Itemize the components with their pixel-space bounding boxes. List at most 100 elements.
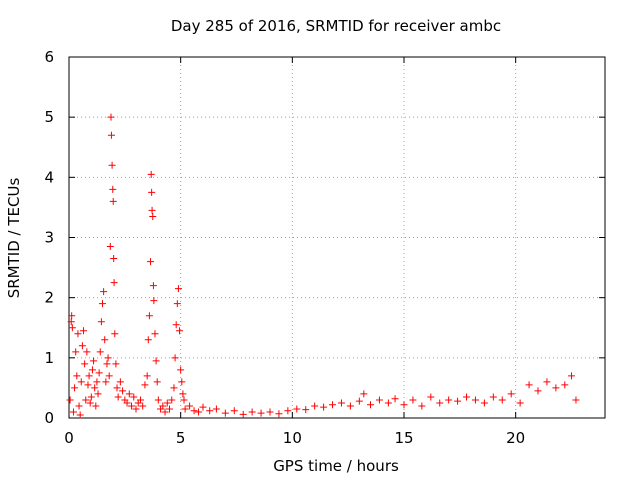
data-point: [199, 403, 207, 411]
data-point: [257, 409, 265, 417]
data-point: [87, 393, 95, 401]
data-point: [163, 399, 171, 407]
data-point: [454, 397, 462, 405]
data-point: [100, 288, 108, 296]
data-point: [110, 279, 118, 287]
y-axis: 0 1 2 3 4 5 6: [44, 48, 605, 427]
data-point: [171, 354, 179, 362]
data-point: [94, 390, 102, 398]
data-point: [384, 399, 392, 407]
y-axis-label: SRMTID / TECUs: [5, 178, 23, 299]
data-point: [78, 342, 86, 350]
data-point: [360, 390, 368, 398]
data-point: [174, 285, 182, 293]
data-point: [190, 407, 198, 415]
data-point: [111, 330, 119, 338]
data-point: [561, 381, 569, 389]
data-point: [149, 212, 157, 220]
data-point: [178, 378, 186, 386]
data-point: [170, 384, 178, 392]
data-point: [109, 185, 117, 193]
data-point: [104, 354, 112, 362]
data-point: [125, 390, 133, 398]
data-point: [96, 348, 104, 356]
data-point: [147, 170, 155, 178]
grid-lines: [69, 57, 605, 418]
data-point: [81, 360, 89, 368]
data-point: [141, 381, 149, 389]
y-tick-label: 2: [44, 289, 54, 307]
data-point: [212, 405, 220, 413]
data-point: [145, 312, 153, 320]
data-point: [84, 381, 92, 389]
data-point: [128, 402, 136, 410]
data-point: [90, 357, 98, 365]
data-point: [68, 312, 76, 320]
data-point: [177, 366, 185, 374]
data-point: [136, 396, 144, 404]
data-point: [74, 330, 82, 338]
data-point: [507, 390, 515, 398]
data-point: [355, 397, 363, 405]
data-point: [367, 401, 374, 409]
data-point: [180, 396, 188, 404]
data-point: [284, 407, 292, 415]
data-point: [153, 378, 161, 386]
data-point: [489, 393, 497, 401]
data-point: [107, 113, 115, 121]
data-point: [436, 399, 444, 407]
data-point: [154, 396, 162, 404]
data-point: [463, 393, 471, 401]
data-point: [109, 197, 117, 205]
data-point: [130, 393, 138, 401]
x-axis-label: GPS time / hours: [273, 457, 399, 475]
y-tick-label: 3: [44, 229, 54, 247]
x-axis: 0 5 10 15 20: [64, 57, 525, 447]
data-point: [150, 297, 158, 305]
data-point: [375, 396, 383, 404]
data-point: [144, 336, 152, 344]
data-point: [147, 258, 155, 266]
data-point: [239, 410, 247, 418]
data-point: [186, 402, 194, 410]
data-point: [568, 372, 575, 380]
data-point: [80, 327, 88, 335]
data-point: [161, 408, 169, 416]
data-point: [66, 396, 74, 404]
data-point: [409, 396, 417, 404]
data-point: [221, 409, 229, 417]
data-point: [173, 300, 181, 308]
data-point: [119, 387, 127, 395]
data-point: [114, 393, 122, 401]
data-point: [93, 378, 101, 386]
data-point: [76, 411, 84, 419]
data-point: [480, 399, 488, 407]
data-point: [337, 399, 345, 407]
data-point: [72, 348, 80, 356]
data-point: [101, 336, 109, 344]
data-point: [71, 384, 79, 392]
data-point: [106, 243, 114, 251]
data-point: [346, 402, 354, 410]
data-point: [95, 369, 103, 377]
data-point: [572, 396, 580, 404]
data-point: [172, 321, 180, 329]
data-point: [418, 402, 426, 410]
data-point: [143, 372, 151, 380]
data-point: [88, 366, 96, 374]
data-point: [302, 406, 310, 414]
data-point: [102, 378, 110, 386]
data-point: [230, 407, 238, 415]
y-tick-label: 0: [44, 409, 54, 427]
data-point: [293, 405, 301, 413]
data-point: [105, 372, 113, 380]
data-point: [148, 206, 156, 214]
data-point: [275, 410, 283, 418]
data-point: [320, 403, 328, 411]
data-point: [77, 378, 85, 386]
y-tick-label: 1: [44, 349, 54, 367]
data-point: [99, 300, 106, 308]
data-point: [391, 395, 399, 403]
